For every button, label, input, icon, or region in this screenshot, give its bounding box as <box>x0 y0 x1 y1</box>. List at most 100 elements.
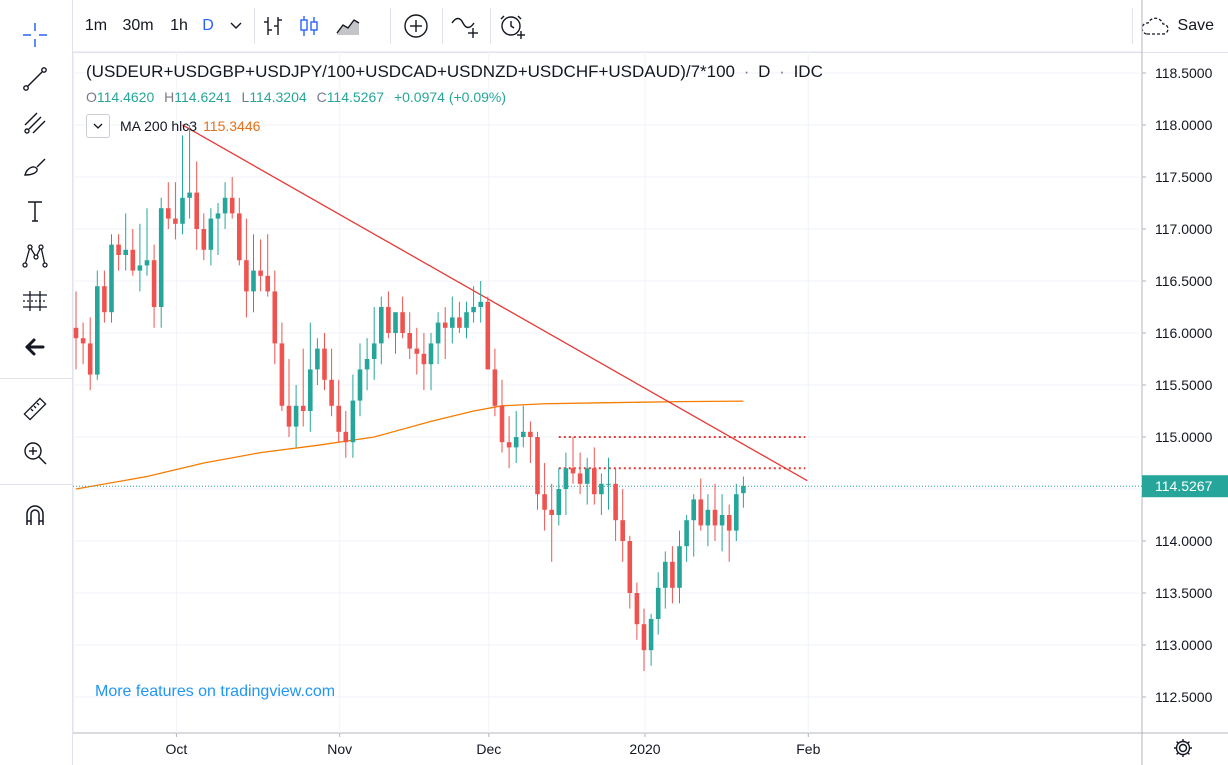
crosshair-icon[interactable] <box>18 18 52 52</box>
candle-body <box>428 343 434 365</box>
legend-exchange: IDC <box>793 62 823 81</box>
candle-body <box>244 260 249 292</box>
ma200-line <box>75 400 744 490</box>
candle <box>158 197 164 328</box>
magnet-icon[interactable] <box>18 498 52 532</box>
measure-tools-icon[interactable] <box>18 284 52 318</box>
candle <box>719 494 725 552</box>
candle <box>173 182 178 240</box>
candle <box>222 182 228 229</box>
candle <box>286 359 292 437</box>
candle <box>229 177 235 219</box>
candle <box>343 411 349 458</box>
candle-body <box>705 509 711 526</box>
price-tick-label: 115.5000 <box>1155 377 1213 393</box>
candle <box>492 348 498 417</box>
candle-body <box>684 520 689 547</box>
candle <box>272 270 278 365</box>
save-button[interactable]: Save <box>1140 12 1214 40</box>
candle-body <box>187 192 192 198</box>
time-tick-label: Dec <box>476 741 501 757</box>
candle <box>237 197 242 266</box>
candles-icon[interactable] <box>296 12 322 40</box>
indicator-legend: MA 200 hlc3 115.3446 <box>86 114 260 138</box>
candle <box>386 291 391 339</box>
candle-body <box>229 197 235 214</box>
price-tick-label: 118.0000 <box>1155 117 1213 133</box>
candle <box>407 312 412 359</box>
add-indicator-icon[interactable] <box>402 12 430 40</box>
candle <box>116 234 121 271</box>
candle-body <box>535 437 540 495</box>
indicator-name[interactable]: MA 200 hlc3 <box>120 118 198 134</box>
candle-body <box>506 442 512 448</box>
candle <box>208 208 214 266</box>
ruler-icon[interactable] <box>18 392 52 426</box>
back-arrow-icon[interactable] <box>18 330 52 364</box>
symbol-name: (USDEUR+USDGBP+USDJPY/100+USDCAD+USDNZD+… <box>86 62 736 81</box>
candle-body <box>478 301 483 307</box>
chevron-down-icon[interactable] <box>86 114 110 138</box>
candle-body <box>315 348 320 370</box>
candle <box>726 504 732 562</box>
candle <box>563 452 569 515</box>
candle-body <box>258 270 263 276</box>
candle-body <box>116 244 121 255</box>
open-label: O <box>86 89 97 105</box>
candle <box>741 476 746 508</box>
interval-1h-button[interactable]: 1h <box>170 17 188 34</box>
cloud-save-icon <box>1140 15 1170 37</box>
candle-body <box>542 494 547 510</box>
candle <box>180 135 185 235</box>
candle-body <box>371 343 377 359</box>
candle-body <box>265 275 270 292</box>
candle <box>613 468 618 541</box>
candle <box>670 546 675 604</box>
interval-1m-button[interactable]: 1m <box>84 17 108 34</box>
price-axis: 118.5000 118.0000 117.5000 117.0000 116.5000… <box>1142 65 1228 705</box>
pattern-icon[interactable] <box>18 238 52 272</box>
candle <box>648 613 654 666</box>
last-price-badge <box>1142 475 1228 498</box>
candle <box>215 203 221 255</box>
candle-body <box>251 270 256 292</box>
fib-icon[interactable] <box>18 106 52 140</box>
zoom-in-icon[interactable] <box>18 436 52 470</box>
candle-body <box>599 483 604 495</box>
candle <box>663 551 668 609</box>
candle-body <box>648 619 654 651</box>
chevron-down-icon[interactable] <box>226 12 246 40</box>
candle <box>151 244 157 328</box>
candle <box>535 431 540 510</box>
interval-d-button[interactable]: D <box>202 17 214 34</box>
bar-chart-icon[interactable] <box>260 12 286 40</box>
candle-body <box>734 494 739 531</box>
candle-body <box>322 348 327 380</box>
brush-icon[interactable] <box>18 150 52 184</box>
candle-body <box>620 520 625 541</box>
candle-body <box>279 343 285 406</box>
change-value: +0.0974 (+0.09%) <box>393 89 507 105</box>
candle-body <box>719 515 725 526</box>
candle-body <box>563 468 569 489</box>
area-chart-icon[interactable] <box>334 12 362 40</box>
candle <box>691 494 696 557</box>
price-tick-label: 117.5000 <box>1155 169 1213 185</box>
candle <box>471 286 476 323</box>
tradingview-link[interactable]: More features on tradingview.com <box>95 683 336 700</box>
candle-body <box>173 218 178 224</box>
candle-body <box>634 593 640 625</box>
text-icon[interactable] <box>18 194 52 228</box>
candle-body <box>698 499 704 526</box>
candle <box>137 223 143 292</box>
compare-icon[interactable] <box>450 12 480 40</box>
interval-30m-button[interactable]: 30m <box>122 17 154 34</box>
candle-body <box>726 515 732 531</box>
candle <box>712 483 718 541</box>
candle-body <box>343 431 349 443</box>
alert-icon[interactable] <box>498 12 528 40</box>
gear-icon[interactable] <box>1172 737 1194 759</box>
candle <box>542 463 547 531</box>
price-tick-label: 118.5000 <box>1155 65 1213 81</box>
trendline-icon[interactable] <box>18 62 52 96</box>
